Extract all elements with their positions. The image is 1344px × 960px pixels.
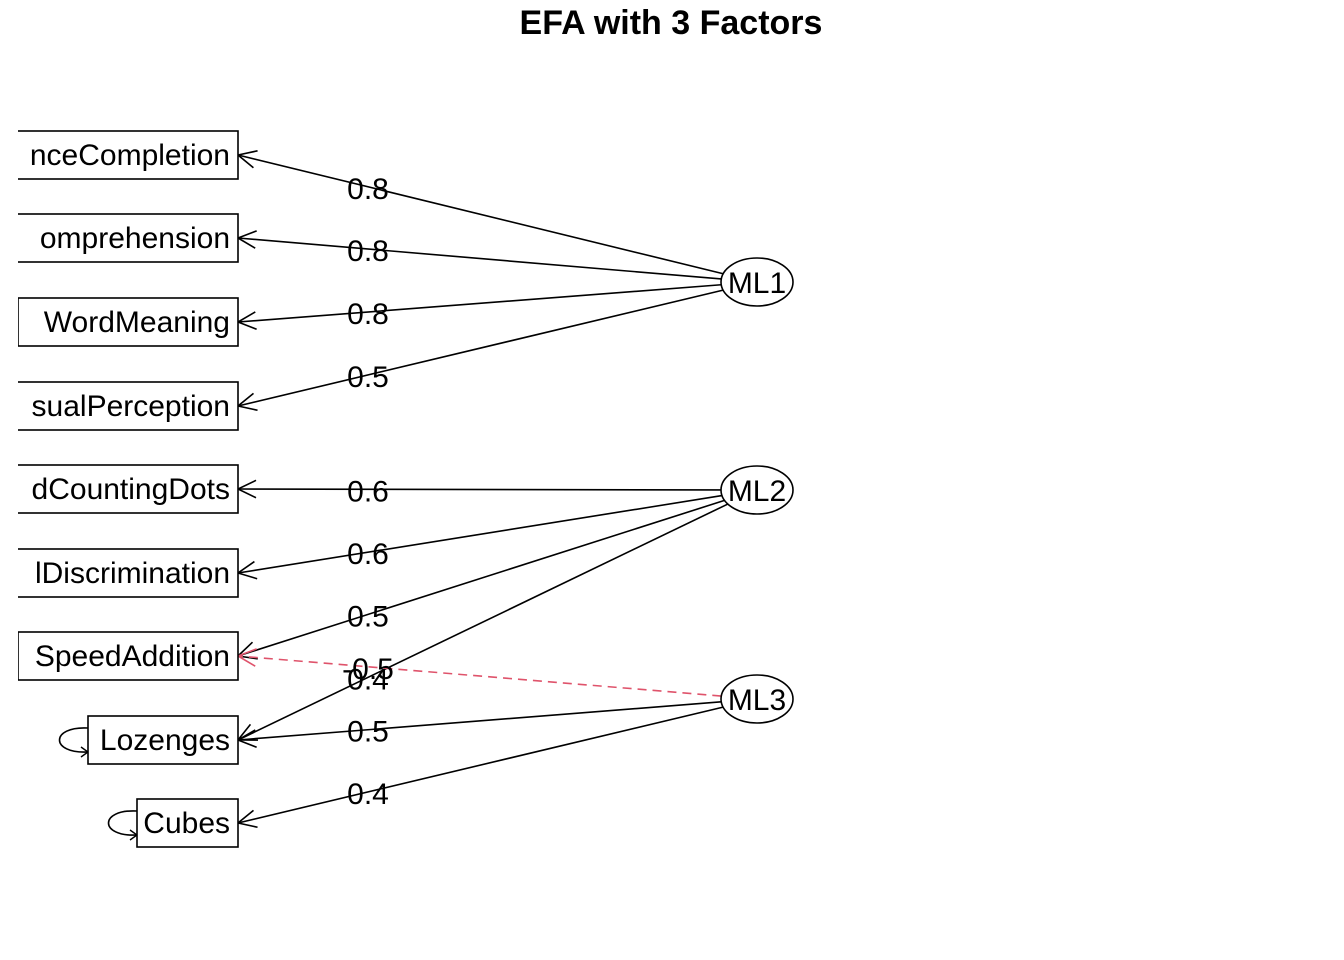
variable-box [18,548,239,598]
loading-edges [236,150,729,829]
edge-line [237,701,722,741]
loading-edge-ml1-visual [236,289,724,412]
loading-label: 0.6 [347,475,389,508]
factor-node-ml3: ML3 [720,674,794,724]
factor-node-ml1: ML1 [720,257,794,307]
variable-node-lozenges: Lozenges [87,715,239,765]
variable-label: omprehension [40,222,230,255]
variable-node-dots: dCountingDots [18,464,239,514]
loading-label: 0.5 [347,600,389,633]
loading-edge-ml2-dots [236,479,722,499]
variable-box [18,464,239,514]
variable-label: nceCompletion [30,139,230,172]
loading-label: 0.5 [347,361,389,394]
edge-line [237,289,724,407]
variable-label: sualPerception [32,390,230,423]
edge-line [237,499,725,657]
variable-node-cubes: Cubes [136,798,239,848]
edge-line [237,283,722,323]
factor-label: ML2 [728,475,786,508]
variable-node-visual: sualPerception [18,381,239,431]
loading-edge-ml2-speed [236,499,725,660]
factor-node-ml2: ML2 [720,465,794,515]
edge-line [237,154,724,275]
loop-curve [58,727,89,753]
edge-line [237,655,722,697]
variable-box [18,213,239,263]
loop-curve [107,810,138,836]
loading-labels: 0.80.80.80.50.60.60.50.4-0.50.50.4 [342,173,394,811]
loading-label: 0.8 [347,173,389,206]
latent-factors: ML1 ML2 ML3 [720,257,794,724]
loading-label: 0.6 [347,538,389,571]
variable-label: dCountingDots [32,473,230,506]
variable-label: Cubes [143,807,230,840]
variable-label: lDiscrimination [35,557,230,590]
variable-node-sentence: nceCompletion [18,130,239,180]
loading-label: 0.4 [347,778,389,811]
edge-line [237,237,722,280]
factor-ellipse [720,465,794,515]
loading-edge-ml3-speed [236,648,722,697]
variable-box [18,381,239,431]
edge-line [237,494,723,574]
variable-node-discrim: lDiscrimination [18,548,239,598]
variable-node-speed: SpeedAddition [18,631,239,681]
loading-edge-ml1-word [236,283,722,331]
factor-ellipse [720,674,794,724]
self-loop-cubes [107,810,139,841]
loading-label: 0.4 [347,663,389,696]
variable-box [18,631,239,681]
edge-line [237,706,724,824]
loading-label: 0.5 [347,716,389,749]
edge-line [237,503,729,741]
variable-label: Lozenges [100,724,230,757]
loading-edge-ml1-sentence [236,150,724,275]
factor-label: ML1 [728,267,786,300]
loading-label: -0.5 [342,653,394,686]
loading-edge-ml2-lozenges [236,503,729,741]
loading-label: 0.8 [347,235,389,268]
edge-line [237,488,722,491]
variable-label: SpeedAddition [35,640,230,673]
variable-box [18,130,239,180]
diagram-title: EFA with 3 Factors [520,4,823,42]
variable-box [18,297,239,347]
observed-variables: nceCompletion omprehension WordMeaning sual… [18,130,239,848]
loading-edge-ml3-cubes [236,706,724,829]
variable-box [87,715,239,765]
variable-node-paragraph: omprehension [18,213,239,263]
factor-ellipse [720,257,794,307]
variable-box [136,798,239,848]
self-loop-lozenges [58,727,90,758]
loading-label: 0.8 [347,298,389,331]
factor-label: ML3 [728,684,786,717]
variable-label: WordMeaning [44,306,230,339]
variable-node-word: WordMeaning [18,297,239,347]
loading-edge-ml2-discrim [236,494,723,580]
